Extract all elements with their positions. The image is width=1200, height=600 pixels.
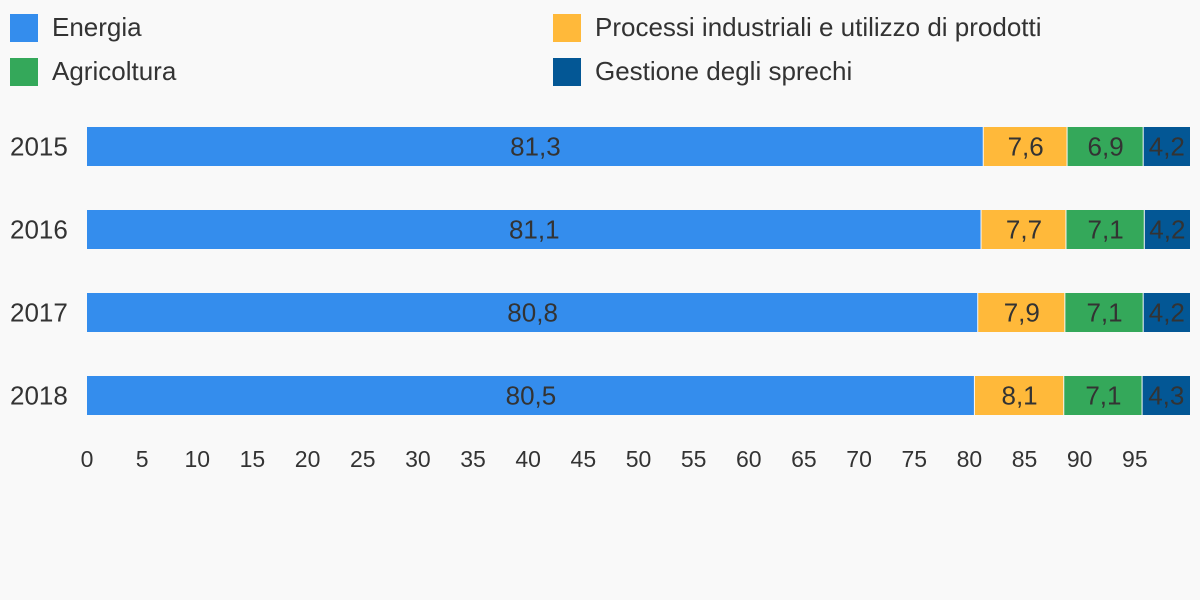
bar-segment-2016-0 — [87, 210, 981, 249]
legend-item-agricoltura: Agricoltura — [10, 56, 176, 87]
x-tick-label-55: 55 — [681, 446, 707, 472]
bar-segment-2015-3 — [1143, 127, 1190, 166]
x-tick-label-70: 70 — [846, 446, 872, 472]
legend-swatch-energia — [10, 13, 38, 42]
bar-segment-2016-2 — [1066, 210, 1144, 249]
x-tick-label-10: 10 — [185, 446, 211, 472]
bar-segment-2015-1 — [983, 127, 1067, 166]
x-tick-label-45: 45 — [571, 446, 597, 472]
legend-swatch-processi — [553, 13, 581, 42]
legend-item-energia: Energia — [10, 12, 142, 43]
bar-segment-2016-1 — [981, 210, 1066, 249]
data-label-2017-0: 80,8 — [507, 298, 558, 328]
data-label-2016-3: 4,2 — [1149, 215, 1185, 245]
bar-segment-2018-0 — [87, 376, 974, 415]
category-label-2015: 2015 — [10, 132, 68, 162]
legend-label-sprechi: Gestione degli sprechi — [595, 56, 853, 86]
x-tick-label-60: 60 — [736, 446, 762, 472]
bar-segment-2017-2 — [1065, 293, 1143, 332]
category-label-2017: 2017 — [10, 298, 68, 328]
data-label-2018-0: 80,5 — [506, 381, 557, 411]
legend-label-processi: Processi industriali e utilizzo di prodo… — [595, 12, 1042, 42]
x-tick-label-20: 20 — [295, 446, 321, 472]
legend-item-processi: Processi industriali e utilizzo di prodo… — [553, 12, 1042, 43]
bar-segment-2017-1 — [978, 293, 1065, 332]
legend-label-energia: Energia — [52, 12, 142, 42]
data-label-2015-1: 7,6 — [1008, 132, 1044, 162]
bar-segment-2015-0 — [87, 127, 983, 166]
x-tick-label-80: 80 — [957, 446, 983, 472]
bar-segment-2017-3 — [1143, 293, 1190, 332]
x-tick-label-85: 85 — [1012, 446, 1038, 472]
data-label-2015-0: 81,3 — [510, 132, 561, 162]
data-label-2015-2: 6,9 — [1088, 132, 1124, 162]
bar-segment-2015-2 — [1067, 127, 1143, 166]
legend-swatch-agricoltura — [10, 57, 38, 86]
bar-segment-2018-2 — [1064, 376, 1142, 415]
x-tick-label-75: 75 — [901, 446, 927, 472]
bar-segment-2018-3 — [1142, 376, 1190, 415]
x-tick-label-95: 95 — [1122, 446, 1148, 472]
category-label-2016: 2016 — [10, 215, 68, 245]
data-label-2016-2: 7,1 — [1088, 215, 1124, 245]
data-label-2018-3: 4,3 — [1148, 381, 1184, 411]
data-label-2018-2: 7,1 — [1085, 381, 1121, 411]
category-label-2018: 2018 — [10, 381, 68, 411]
data-label-2017-2: 7,1 — [1086, 298, 1122, 328]
bar-segment-2016-3 — [1144, 210, 1190, 249]
data-label-2016-0: 81,1 — [509, 215, 560, 245]
x-tick-label-15: 15 — [240, 446, 266, 472]
bar-segment-2018-1 — [974, 376, 1064, 415]
bar-segment-2017-0 — [87, 293, 978, 332]
data-label-2016-1: 7,7 — [1006, 215, 1042, 245]
x-tick-label-0: 0 — [81, 446, 94, 472]
data-label-2015-3: 4,2 — [1149, 132, 1185, 162]
legend-label-agricoltura: Agricoltura — [52, 56, 177, 86]
legend-item-sprechi: Gestione degli sprechi — [553, 56, 852, 87]
x-tick-label-50: 50 — [626, 446, 652, 472]
x-tick-label-65: 65 — [791, 446, 817, 472]
legend-swatch-sprechi — [553, 57, 581, 86]
x-tick-label-35: 35 — [460, 446, 486, 472]
x-tick-label-30: 30 — [405, 446, 431, 472]
x-tick-label-90: 90 — [1067, 446, 1093, 472]
x-tick-label-5: 5 — [136, 446, 149, 472]
x-tick-label-25: 25 — [350, 446, 376, 472]
data-label-2017-3: 4,2 — [1149, 298, 1185, 328]
data-label-2018-1: 8,1 — [1002, 381, 1038, 411]
x-tick-label-40: 40 — [515, 446, 541, 472]
data-label-2017-1: 7,9 — [1004, 298, 1040, 328]
